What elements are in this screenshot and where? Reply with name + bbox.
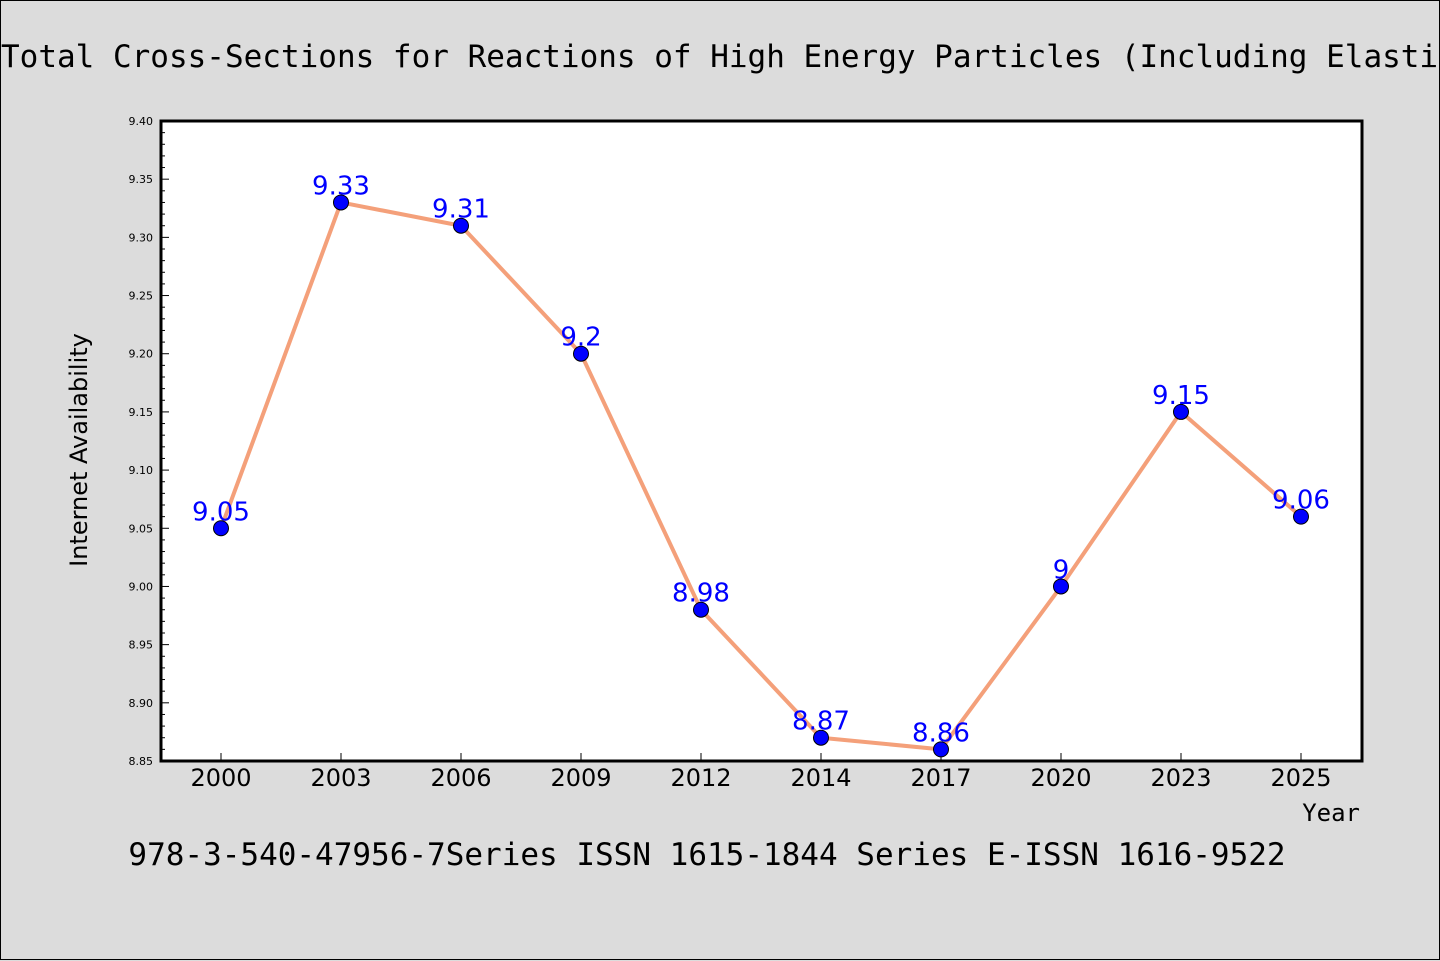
y-tick-label: 9.15 xyxy=(129,406,154,419)
data-point xyxy=(813,729,829,746)
data-label: 9.06 xyxy=(1272,486,1330,516)
data-point xyxy=(1053,578,1069,595)
data-point xyxy=(1293,508,1309,525)
x-tick-label: 2003 xyxy=(310,764,371,792)
data-point xyxy=(333,194,349,211)
data-point xyxy=(573,345,589,362)
y-tick-label: 9.30 xyxy=(129,231,154,244)
x-tick-label: 2025 xyxy=(1270,764,1331,792)
data-label: 8.98 xyxy=(672,579,730,609)
data-label: 9.05 xyxy=(192,497,250,527)
x-tick-label: 2012 xyxy=(670,764,731,792)
x-tick-label: 2017 xyxy=(910,764,971,792)
x-tick-label: 2009 xyxy=(550,764,611,792)
y-tick-label: 9.10 xyxy=(129,464,154,477)
x-tick-label: 2014 xyxy=(790,764,851,792)
x-tick-label: 2000 xyxy=(190,764,251,792)
x-tick-label: 2020 xyxy=(1030,764,1091,792)
data-label: 9.33 xyxy=(312,171,370,201)
data-label: 9.15 xyxy=(1152,381,1210,411)
y-tick-label: 9.25 xyxy=(129,290,154,303)
plot-area xyxy=(159,119,1364,763)
y-tick-label: 8.85 xyxy=(129,755,154,768)
data-point xyxy=(213,520,229,537)
data-label: 9.31 xyxy=(432,195,490,225)
data-point xyxy=(1173,403,1189,420)
y-tick-label: 9.00 xyxy=(129,580,154,593)
y-tick-label: 9.35 xyxy=(129,173,154,186)
data-label: 9.2 xyxy=(560,323,601,353)
data-point xyxy=(933,741,949,758)
series-line xyxy=(219,200,1303,752)
data-point xyxy=(453,217,469,234)
y-tick-label: 9.05 xyxy=(129,522,154,535)
y-tick-label: 9.20 xyxy=(129,348,154,361)
x-axis-label: Year xyxy=(1302,799,1360,827)
chart-title: Total Cross-Sections for Reactions of Hi… xyxy=(1,39,1440,75)
y-axis-label: Internet Availability xyxy=(65,333,93,567)
x-tick-label: 2023 xyxy=(1150,764,1211,792)
data-label: 8.86 xyxy=(912,718,970,748)
y-axis: 8.85 8.90 8.95 9.00 9.05 9.10 9.15 9.20 9.25 9.30… xyxy=(129,115,169,768)
data-label: 9 xyxy=(1053,555,1070,585)
data-point xyxy=(693,601,709,618)
y-tick-label: 8.90 xyxy=(129,697,154,710)
data-label: 8.87 xyxy=(792,707,850,737)
footer-isbn-text: 978-3-540-47956-7Series ISSN 1615-1844 S… xyxy=(128,837,1285,873)
x-tick-label: 2006 xyxy=(430,764,491,792)
x-axis: 2000 2003 2006 2009 2012 2014 2017 2020 2023 2025 xyxy=(190,753,1332,792)
y-tick-label: 8.95 xyxy=(129,639,154,652)
series-layer: 9.05 9.33 9.31 9.2 8.98 8.87 8.86 9 9.15 9.06 xyxy=(192,171,1330,758)
y-tick-label: 9.40 xyxy=(129,115,154,128)
